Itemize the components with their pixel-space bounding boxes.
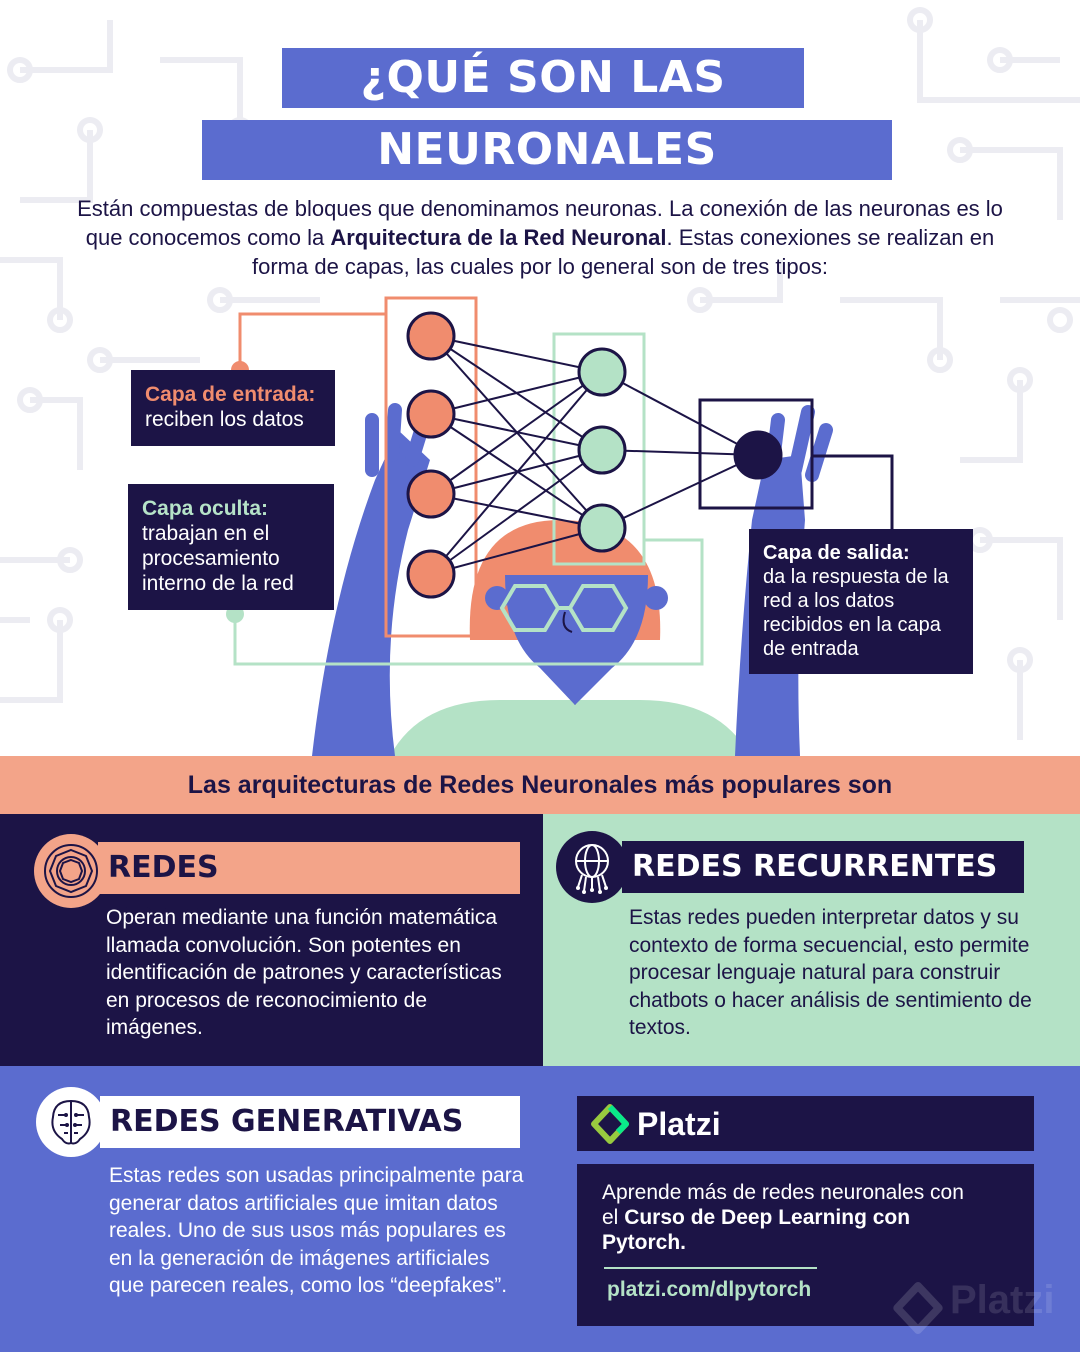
- input-connector: [238, 312, 386, 370]
- hidden-connector: [233, 538, 704, 666]
- input-node: [406, 389, 456, 439]
- recurrent-title: REDES RECURRENTES: [622, 841, 1024, 893]
- convolutional-description: Operan mediante una función matemática l…: [106, 906, 502, 1039]
- output-connector: [812, 454, 894, 529]
- course-link[interactable]: platzi.com/dlpytorch: [607, 1278, 812, 1301]
- output-node: [733, 430, 783, 480]
- hidden-layer-heading: Capa oculta:: [142, 497, 269, 520]
- output-layer-label: Capa de salida: da la respuesta de la re…: [749, 529, 973, 674]
- input-node: [406, 469, 456, 519]
- platzi-brand-bar: [577, 1096, 1034, 1151]
- network-edges: [430, 335, 759, 575]
- course-cta-text: Aprende más de redes neuronales con el C…: [602, 1180, 982, 1255]
- glasses: [499, 584, 629, 632]
- convolution-icon: [34, 834, 108, 908]
- watermark-text: Platzi: [950, 1278, 1055, 1322]
- left-arm: [312, 430, 430, 756]
- hidden-node: [577, 347, 627, 397]
- hidden-node: [577, 503, 627, 553]
- intro-paragraph: Están compuestas de bloques que denomina…: [60, 194, 1020, 281]
- globe-network-icon: [556, 831, 628, 903]
- platzi-brand-name: Platzi: [637, 1106, 721, 1142]
- output-layer-heading: Capa de salida:: [763, 542, 910, 564]
- input-layer-text: reciben los datos: [145, 408, 304, 431]
- page-title-line-2: NEURONALES ARTIFICIALES?: [202, 120, 892, 235]
- platzi-logo-icon: [591, 1104, 629, 1144]
- shirt: [390, 700, 750, 756]
- intro-bold: Arquitectura de la Red Neuronal: [330, 225, 667, 250]
- cta-divider: [604, 1267, 817, 1269]
- input-layer-label: Capa de entrada: reciben los datos: [131, 370, 335, 446]
- face: [505, 575, 648, 705]
- page-title-line-1: ¿QUÉ SON LAS REDES: [282, 48, 804, 163]
- generative-title: REDES GENERATIVAS: [100, 1096, 520, 1148]
- course-cta-box: [577, 1164, 1034, 1326]
- hidden-layer-frame: [552, 332, 646, 566]
- popular-architectures-heading: Las arquitecturas de Redes Neuronales má…: [0, 756, 1080, 814]
- hidden-layer-text: trabajan en el procesamiento interno de …: [142, 522, 294, 595]
- watermark-logo-icon: [893, 1282, 943, 1334]
- hidden-layer-label: Capa oculta: trabajan en el procesamient…: [128, 484, 334, 610]
- input-node: [406, 311, 456, 361]
- intro-text-1: Están compuestas de bloques que denomina…: [77, 196, 1003, 250]
- recurrent-description: Estas redes pueden interpretar datos y s…: [629, 906, 1032, 1039]
- generative-description: Estas redes son usadas principalmente pa…: [109, 1164, 524, 1297]
- hidden-node: [577, 425, 627, 475]
- convolutional-title: REDES CONVOLUCIONALES: [98, 842, 520, 937]
- circuit-background: [0, 7, 1080, 740]
- brain-circuit-icon: [36, 1087, 106, 1157]
- cta-text-plain: Aprende más de redes neuronales con el: [602, 1181, 964, 1229]
- intro-text-2: . Estas conexiones se realizan en forma …: [252, 225, 995, 279]
- input-layer-heading: Capa de entrada:: [145, 383, 316, 406]
- cta-course-name: Curso de Deep Learning con Pytorch.: [602, 1206, 911, 1254]
- input-layer-frame: [384, 296, 478, 638]
- input-node: [406, 549, 456, 599]
- output-layer-text: da la respuesta de la red a los datos re…: [763, 566, 949, 660]
